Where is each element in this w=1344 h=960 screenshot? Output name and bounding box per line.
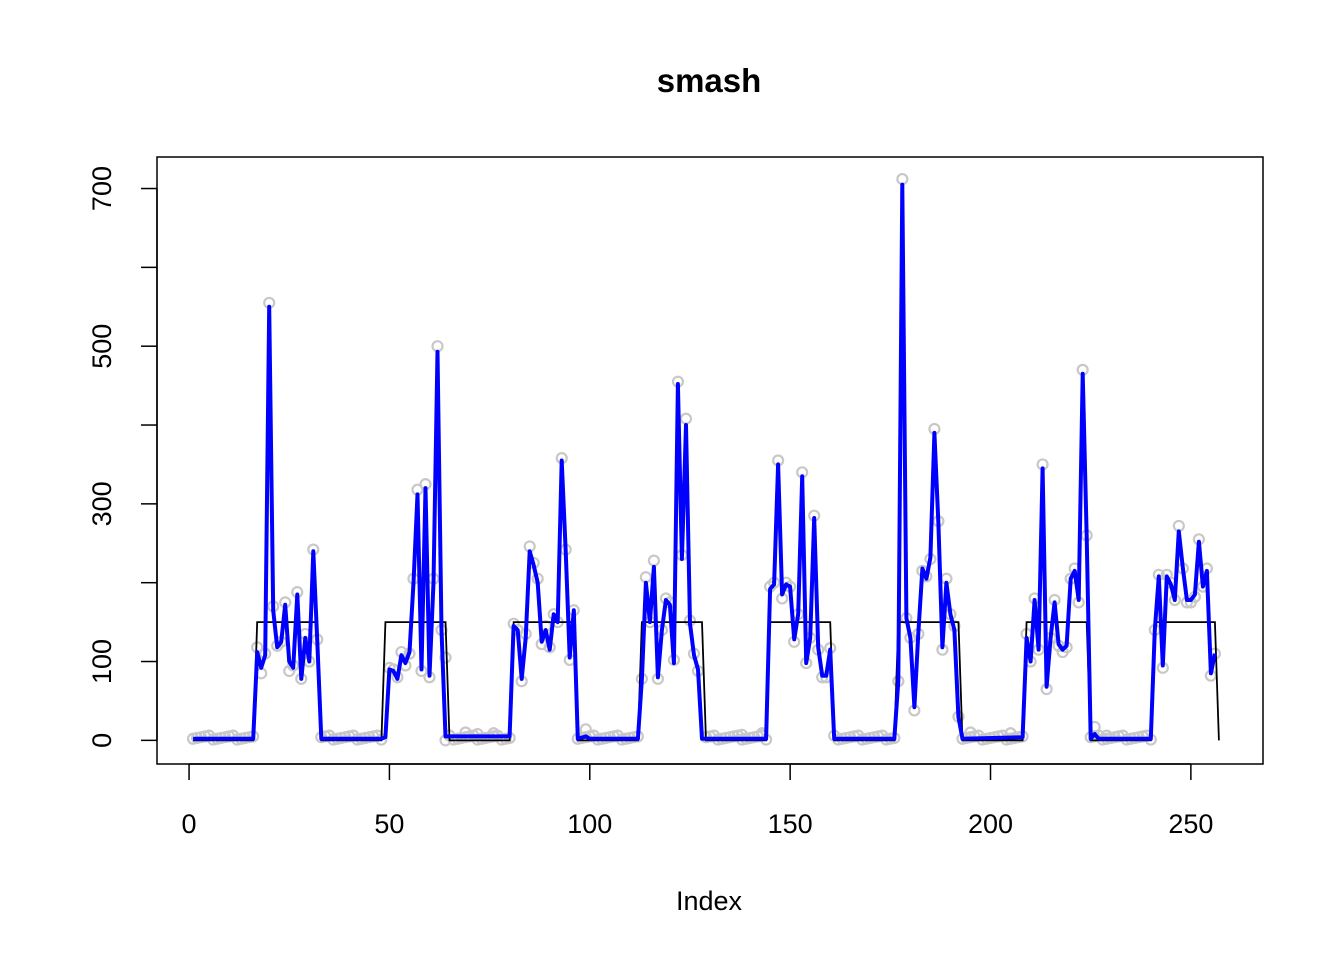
smash-estimate — [193, 182, 1217, 741]
y-tick-label: 500 — [87, 324, 117, 369]
data-point — [579, 723, 592, 736]
y-axis: 0 100 300 500 700 — [87, 166, 158, 748]
data-point — [896, 172, 909, 186]
data-point — [647, 554, 660, 567]
data-point — [471, 727, 484, 741]
y-tick-label: 300 — [87, 481, 117, 526]
x-axis-label: Index — [676, 886, 743, 916]
y-tick-label: 100 — [87, 639, 117, 684]
x-tick-label: 100 — [567, 809, 612, 839]
chart-title: smash — [657, 62, 762, 99]
x-axis: 0 50 100 150 200 250 — [182, 763, 1213, 839]
x-tick-label: 150 — [768, 809, 813, 839]
data-point — [431, 340, 444, 353]
plot-frame — [156, 156, 1264, 765]
data-point — [679, 412, 693, 425]
data-point — [439, 651, 452, 664]
data-point — [639, 571, 652, 584]
x-tick-label: 200 — [968, 809, 1013, 839]
estimate-line — [193, 182, 1217, 741]
x-tick-label: 0 — [182, 809, 197, 839]
y-tick-label: 700 — [87, 166, 117, 211]
y-tick-label: 0 — [87, 733, 117, 748]
x-tick-label: 50 — [374, 809, 404, 839]
x-tick-label: 250 — [1168, 809, 1213, 839]
